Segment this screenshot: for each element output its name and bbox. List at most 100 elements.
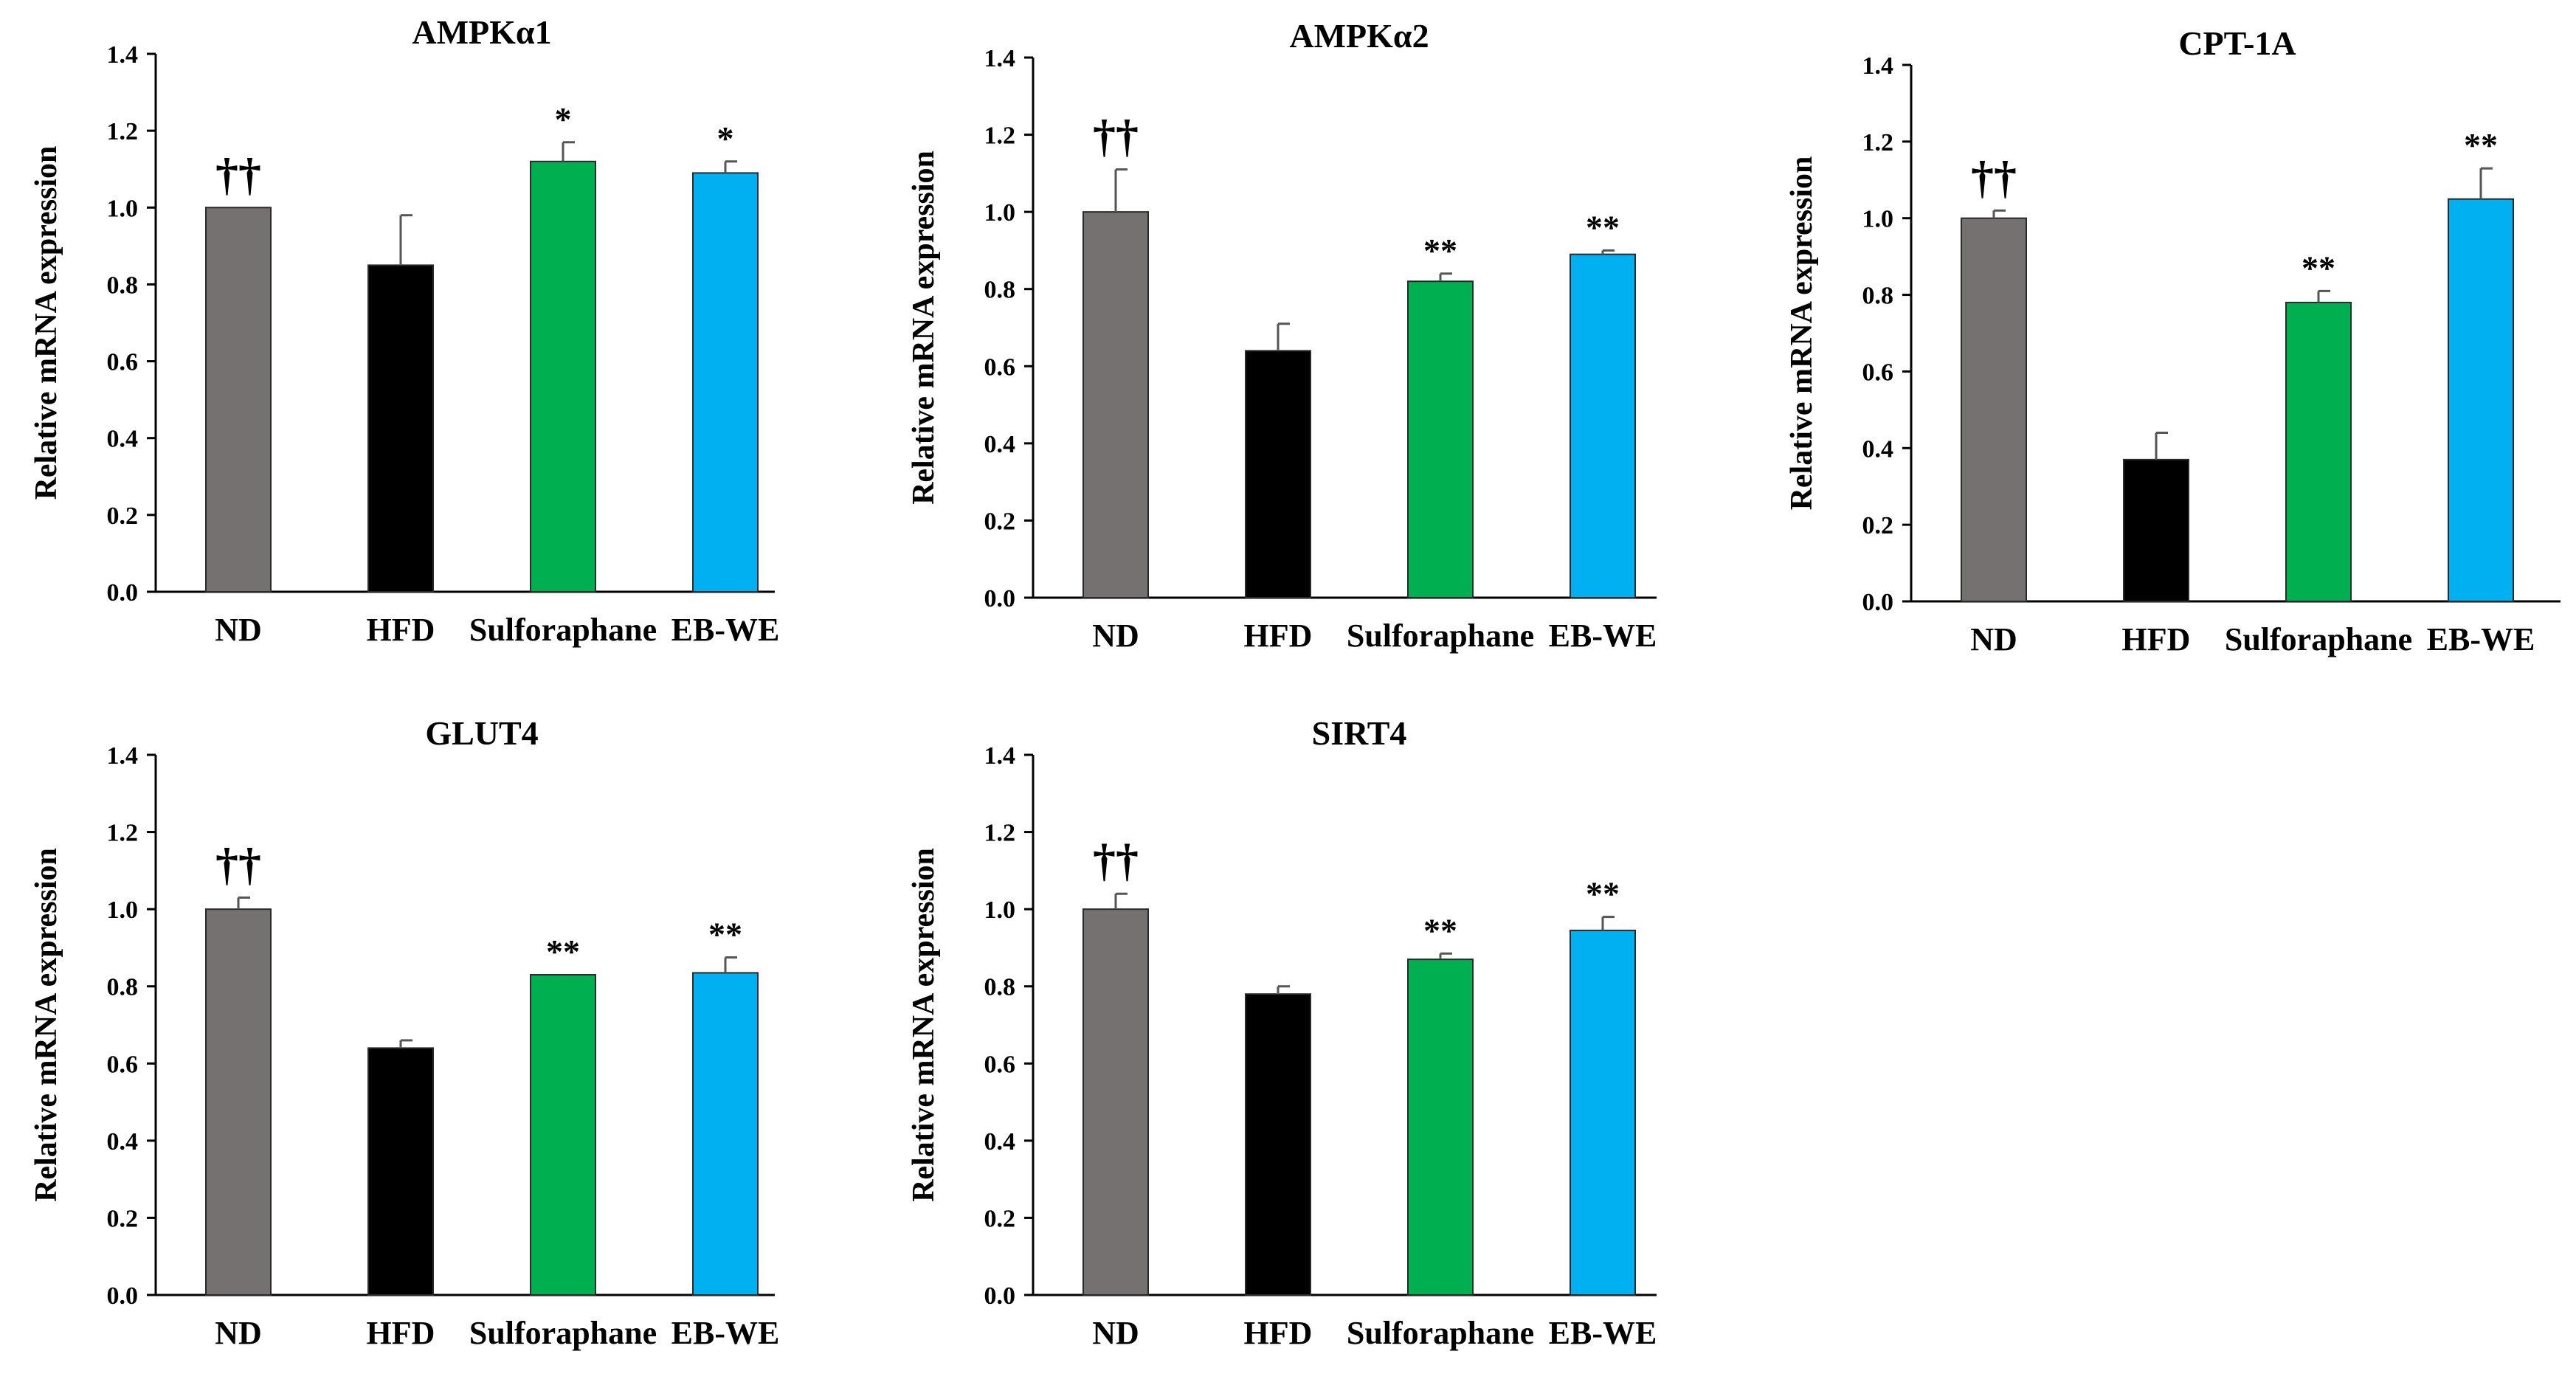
y-tick-label: 0.4 <box>984 431 1016 458</box>
significance-annotation: ** <box>708 916 742 953</box>
y-tick-label: 1.0 <box>984 199 1016 227</box>
category-label: ND <box>1092 618 1139 654</box>
y-tick-label: 0.6 <box>984 1051 1016 1078</box>
bar-nd <box>1961 217 2027 602</box>
category-label: Sulforaphane <box>469 1315 657 1351</box>
dagger-annotation: †† <box>215 150 261 200</box>
chart-title: SIRT4 <box>1312 714 1407 752</box>
chart-title: AMPKα1 <box>412 13 551 51</box>
y-tick-label: 0.4 <box>107 426 139 453</box>
dagger-annotation: †† <box>215 840 261 890</box>
chart-title: GLUT4 <box>425 714 538 752</box>
y-tick-label: 0.8 <box>984 974 1016 1001</box>
bar-hfd <box>1245 993 1311 1296</box>
y-tick-label: 0.4 <box>984 1128 1016 1156</box>
y-tick-label: 0.2 <box>107 1205 139 1232</box>
category-label: HFD <box>367 1315 435 1351</box>
chart-panel: GLUT4 Relative mRNA expression 0.0 0.2 0.4 0.… <box>30 714 779 1351</box>
y-tick-label: 0.8 <box>984 277 1016 304</box>
y-axis-label: Relative mRNA expression <box>30 848 63 1202</box>
y-tick-label: 1.4 <box>984 45 1016 72</box>
significance-annotation: * <box>717 120 734 157</box>
significance-annotation: ** <box>2464 126 2498 164</box>
chart-title: AMPKα2 <box>1289 17 1429 55</box>
category-label: HFD <box>2122 621 2191 657</box>
bar-eb-we <box>2448 198 2514 602</box>
bar-sulforaphane <box>530 160 596 593</box>
y-tick-label: 0.2 <box>107 502 139 530</box>
chart-panel: CPT-1A Relative mRNA expression 0.0 0.2 0.4 0… <box>1785 24 2561 657</box>
bar-eb-we <box>692 172 759 593</box>
y-tick-label: 1.0 <box>1862 206 1894 233</box>
bar-nd <box>205 908 272 1296</box>
category-label: EB-WE <box>671 1315 780 1351</box>
significance-annotation: ** <box>1586 875 1620 913</box>
y-tick-label: 0.6 <box>107 1051 139 1078</box>
category-label: Sulforaphane <box>1347 1315 1534 1351</box>
y-tick-label: 1.4 <box>1862 52 1894 80</box>
y-tick-label: 0.0 <box>107 579 139 607</box>
y-tick-label: 1.4 <box>107 41 139 69</box>
dagger-annotation: †† <box>1971 153 2017 203</box>
y-tick-label: 1.2 <box>107 820 139 847</box>
y-axis-label: Relative mRNA expression <box>907 151 941 505</box>
significance-annotation: ** <box>1423 911 1457 949</box>
y-tick-label: 0.0 <box>984 1282 1016 1310</box>
significance-annotation: ** <box>1586 208 1620 246</box>
y-axis-label: Relative mRNA expression <box>1785 156 1819 511</box>
bar-eb-we <box>1570 929 1636 1296</box>
y-tick-label: 0.0 <box>984 585 1016 612</box>
category-label: Sulforaphane <box>2225 621 2412 657</box>
y-tick-label: 1.2 <box>984 122 1016 150</box>
y-tick-label: 1.2 <box>984 820 1016 847</box>
category-label: HFD <box>367 612 435 648</box>
significance-annotation: ** <box>2302 249 2335 286</box>
bar-sulforaphane <box>530 974 596 1296</box>
significance-annotation: ** <box>1423 232 1457 269</box>
bar-hfd <box>367 1047 434 1296</box>
chart-title: CPT-1A <box>2178 24 2296 62</box>
y-tick-label: 1.4 <box>107 742 139 770</box>
category-label: ND <box>215 1315 262 1351</box>
y-tick-label: 1.2 <box>107 118 139 145</box>
y-tick-label: 0.8 <box>1862 283 1894 310</box>
dagger-annotation: †† <box>1093 836 1139 886</box>
y-axis-label: Relative mRNA expression <box>30 146 63 500</box>
bar-sulforaphane <box>1407 959 1474 1296</box>
y-tick-label: 0.6 <box>1862 359 1894 386</box>
category-label: EB-WE <box>1549 618 1657 654</box>
significance-annotation: * <box>555 100 572 138</box>
category-label: ND <box>1970 621 2017 657</box>
category-label: ND <box>1092 1315 1139 1351</box>
y-axis-label: Relative mRNA expression <box>907 848 941 1202</box>
chart-panel: AMPKα2 Relative mRNA expression 0.0 0.2 0.4 0… <box>907 17 1657 654</box>
y-tick-label: 0.0 <box>107 1282 139 1310</box>
y-tick-label: 0.8 <box>107 974 139 1001</box>
bar-nd <box>1082 211 1149 598</box>
bar-nd <box>1082 908 1149 1296</box>
category-label: EB-WE <box>2427 621 2535 657</box>
y-tick-label: 0.2 <box>984 1205 1016 1232</box>
bar-hfd <box>2123 458 2189 602</box>
y-tick-label: 1.2 <box>1862 129 1894 156</box>
y-tick-label: 0.2 <box>1862 512 1894 539</box>
category-label: Sulforaphane <box>1347 618 1534 654</box>
bar-sulforaphane <box>1407 280 1474 598</box>
y-tick-label: 1.0 <box>984 897 1016 924</box>
bar-eb-we <box>1570 253 1636 598</box>
bar-hfd <box>1245 350 1311 598</box>
category-label: Sulforaphane <box>469 612 657 648</box>
y-tick-label: 0.0 <box>1862 589 1894 616</box>
dagger-annotation: †† <box>1093 112 1139 162</box>
y-tick-label: 0.6 <box>984 353 1016 381</box>
bar-nd <box>205 207 272 593</box>
category-label: EB-WE <box>1549 1315 1657 1351</box>
y-tick-label: 0.2 <box>984 508 1016 535</box>
bar-sulforaphane <box>2285 301 2352 602</box>
y-tick-label: 0.6 <box>107 349 139 376</box>
bar-eb-we <box>692 972 759 1296</box>
significance-annotation: ** <box>546 933 580 970</box>
y-tick-label: 1.4 <box>984 742 1016 770</box>
